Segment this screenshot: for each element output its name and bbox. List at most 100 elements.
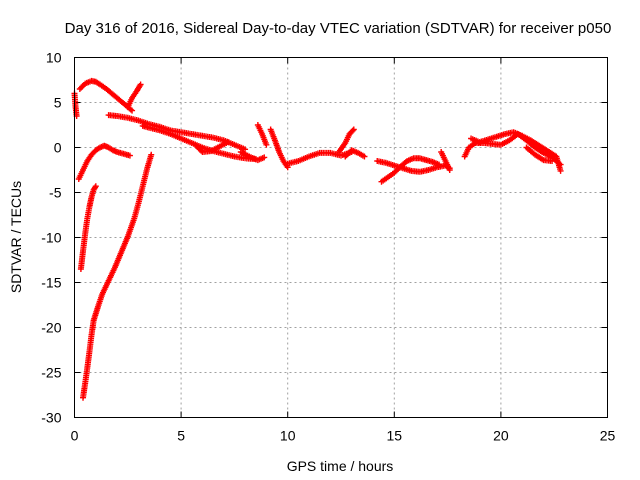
series-marker (118, 150, 125, 157)
series-marker (504, 138, 511, 145)
series-marker (223, 140, 230, 146)
series-marker (349, 127, 356, 134)
y-tick-label: 10 (46, 50, 62, 66)
series-marker (128, 96, 135, 103)
series-marker (539, 156, 546, 163)
series-arc-b (76, 77, 136, 114)
series-marker (86, 205, 93, 212)
x-tick-label: 15 (387, 428, 403, 444)
series-marker (83, 159, 90, 166)
x-axis-label: GPS time / hours (287, 458, 394, 474)
series-marker (218, 150, 225, 157)
series-marker (441, 156, 448, 163)
series-marker (208, 134, 215, 141)
series-arc-t (468, 129, 564, 174)
series-marker (143, 168, 150, 174)
series-marker (395, 165, 402, 172)
series-marker (95, 80, 102, 87)
y-tick-label: -15 (41, 275, 61, 291)
y-tick-label: -10 (41, 230, 61, 246)
series-marker (423, 167, 430, 174)
series-marker (491, 134, 498, 141)
x-tick-label: 10 (280, 428, 296, 444)
series-marker (406, 167, 413, 174)
series-marker (107, 89, 114, 96)
y-tick-label: 0 (54, 140, 62, 156)
series-marker (206, 148, 213, 155)
series-marker (262, 140, 269, 146)
series-marker (293, 158, 300, 165)
series-arc-q (378, 155, 443, 185)
series-marker (517, 132, 524, 139)
series-marker (117, 250, 124, 257)
series-marker (125, 152, 132, 159)
series-marker (445, 165, 452, 172)
series-marker (271, 135, 278, 142)
series-marker (165, 130, 172, 137)
series-marker (259, 155, 266, 162)
series-arc-f (193, 139, 232, 155)
series-marker (123, 114, 130, 121)
series-arc-r (438, 149, 453, 173)
series-arc-k (335, 126, 357, 155)
series-marker (346, 149, 353, 156)
series-marker (90, 149, 97, 156)
series-arc-u (523, 144, 556, 164)
series-arc-d (105, 112, 249, 153)
series-marker (240, 145, 247, 152)
y-tick-label: -30 (41, 410, 61, 426)
series-marker (88, 195, 95, 202)
series-marker (353, 149, 360, 156)
series-marker (483, 136, 490, 143)
x-tick-label: 5 (177, 428, 185, 444)
series-marker (90, 188, 97, 195)
series-marker (196, 146, 203, 153)
series-marker (526, 136, 533, 143)
series-marker (389, 161, 396, 168)
series-marker (341, 141, 348, 148)
series-marker (124, 235, 131, 242)
y-tick-label: -5 (49, 185, 62, 201)
series-marker (147, 153, 154, 160)
series-marker (304, 154, 311, 161)
x-tick-label: 0 (71, 428, 79, 444)
series-marker (113, 94, 120, 101)
series-marker (500, 131, 507, 138)
series-marker (94, 305, 101, 312)
series-arc-c (124, 81, 144, 110)
series-marker (186, 139, 193, 146)
series-arc-j (284, 149, 355, 167)
series-marker (381, 159, 388, 166)
series-marker (428, 158, 435, 165)
y-tick-label: -20 (41, 320, 61, 336)
x-tick-label: 20 (493, 428, 509, 444)
series-marker (229, 141, 236, 148)
series-marker (130, 217, 137, 224)
series-marker (98, 293, 105, 299)
series-marker (258, 129, 265, 136)
series-arc-i (267, 126, 291, 171)
series-marker (214, 144, 221, 151)
series-marker (79, 168, 86, 175)
series-marker (275, 147, 282, 154)
series-marker (198, 147, 205, 154)
series-marker (139, 185, 146, 192)
series-marker (155, 126, 162, 133)
series-marker (134, 202, 141, 209)
series-arc-m (75, 142, 133, 182)
series-marker (92, 184, 99, 191)
series-marker (91, 78, 98, 85)
series-marker (496, 141, 503, 148)
series-arc-h (254, 122, 270, 148)
x-tick-label: 25 (600, 428, 616, 444)
series-marker (229, 153, 236, 160)
data-points (71, 77, 564, 401)
plot-frame (74, 57, 608, 418)
series-marker (91, 185, 98, 192)
series-arc-g (237, 149, 268, 164)
series-marker (421, 156, 428, 163)
series-marker (132, 90, 139, 97)
series-marker (144, 124, 151, 131)
series-marker (244, 152, 251, 159)
